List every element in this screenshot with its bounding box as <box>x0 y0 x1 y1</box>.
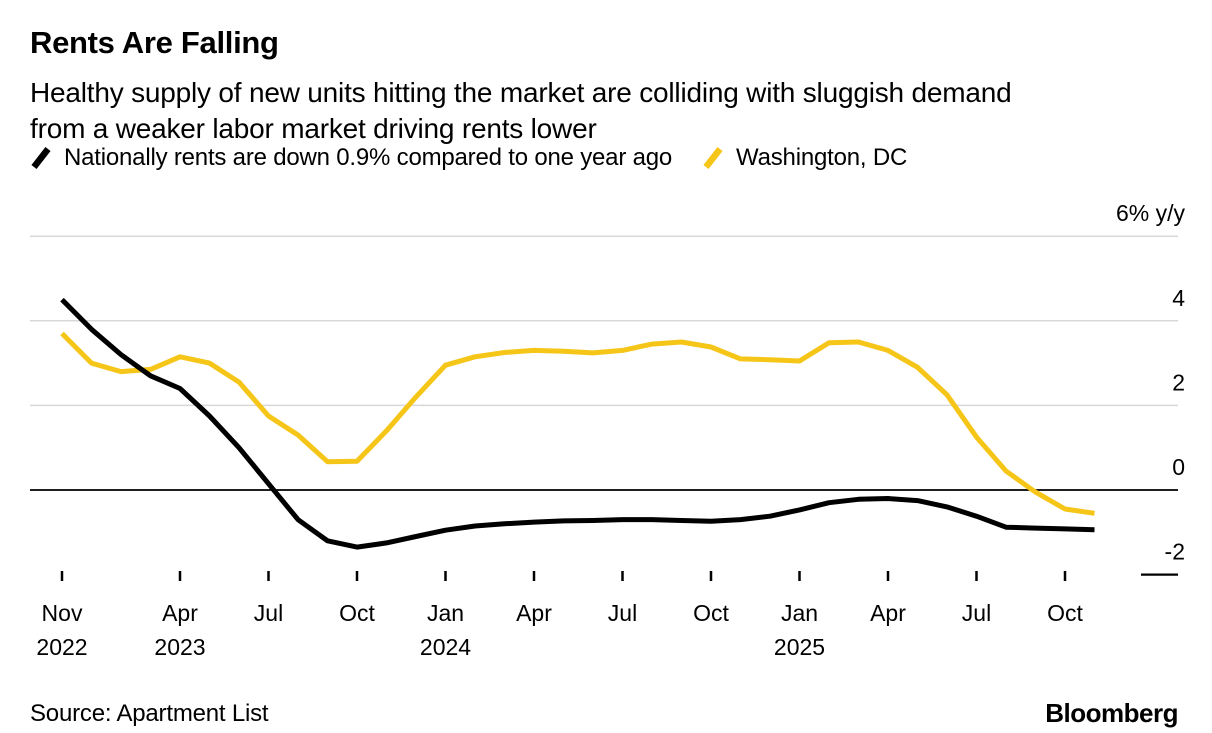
x-tick-month-label: Jul <box>254 600 283 626</box>
y-axis-label: 4 <box>1172 285 1185 311</box>
legend: Nationally rents are down 0.9% compared … <box>30 144 907 172</box>
washington-dc-line-legend-icon <box>703 147 723 169</box>
x-tick-month-label: Jan <box>427 600 464 626</box>
y-axis-label: 0 <box>1172 454 1185 480</box>
x-tick-month-label: Jul <box>608 600 637 626</box>
washington-dc-line <box>60 331 1095 516</box>
x-tick-year-label: 2024 <box>420 634 471 660</box>
x-tick-month-label: Apr <box>870 600 906 626</box>
legend-label-washington-dc: Washington, DC <box>736 144 908 171</box>
x-tick-year-label: 2022 <box>36 634 87 660</box>
x-tick-year-label: 2023 <box>154 634 205 660</box>
x-tick-month-label: Apr <box>162 600 198 626</box>
source-note: Source: Apartment List <box>30 700 269 727</box>
x-tick-year-label: 2025 <box>774 634 825 660</box>
legend-item-national: Nationally rents are down 0.9% compared … <box>30 144 672 172</box>
legend-label-national: Nationally rents are down 0.9% compared … <box>64 144 673 171</box>
y-axis-label: 2 <box>1172 369 1185 395</box>
legend-item-washington-dc: Washington, DC <box>702 144 907 172</box>
national-line-legend-stroke <box>31 147 51 169</box>
national-line <box>60 297 1095 550</box>
page-title: Rents Are Falling <box>30 24 279 60</box>
bloomberg-logo: Bloomberg <box>1045 698 1178 728</box>
x-tick-month-label: Oct <box>339 600 375 626</box>
x-tick-month-label: Jul <box>962 600 991 626</box>
national-line-legend-icon <box>31 147 51 169</box>
y-axis-label: 6% y/y <box>1116 200 1186 226</box>
washington-dc-line-legend-stroke <box>703 147 723 169</box>
x-tick-month-label: Nov <box>42 600 83 626</box>
chart-subtitle: Healthy supply of new units hitting the … <box>30 77 1012 144</box>
x-tick-month-label: Apr <box>516 600 552 626</box>
x-tick-month-label: Jan <box>781 600 818 626</box>
x-tick-month-label: Oct <box>693 600 729 626</box>
x-tick-month-label: Oct <box>1047 600 1083 626</box>
y-axis-label: -2 <box>1165 539 1185 565</box>
